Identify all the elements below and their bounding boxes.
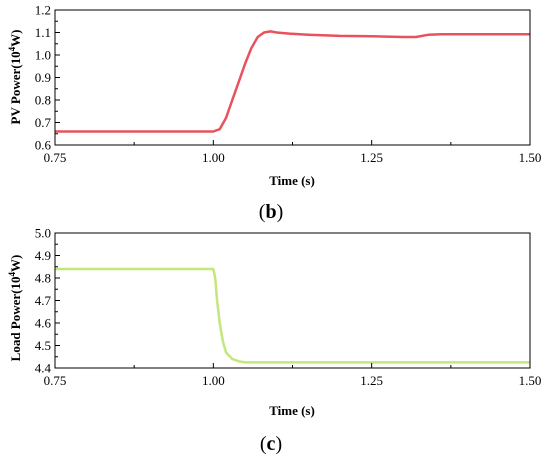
panel-c-x-tick-label: 1.00: [202, 373, 225, 388]
panel-c-x-tick-label: 1.25: [360, 373, 383, 388]
chart-panel-c: 0.75 1.00 1.25 1.50 4.4 4.5 4.6 4.7 4.8 4.9 5.0 T…: [7, 226, 541, 456]
panel-b-caption: (b): [259, 201, 283, 223]
panel-c-x-ticks: 0.75 1.00 1.25 1.50: [44, 363, 542, 388]
panel-b-y-tick-label: 0.7: [35, 115, 52, 130]
panel-b-x-tick-label: 1.50: [519, 150, 542, 165]
panel-c-y-tick-label: 4.5: [35, 338, 51, 353]
panel-c-y-axis-label: Load Power(104W): [7, 255, 23, 362]
panel-b-y-tick-label: 1.0: [35, 48, 51, 63]
panel-b-y-tick-label: 0.6: [35, 138, 52, 153]
panel-c-y-tick-label: 4.6: [35, 316, 52, 331]
panel-b-x-axis-label: Time (s): [269, 173, 315, 188]
panel-c-y-tick-label: 4.9: [35, 248, 51, 263]
panel-b-x-ticks: 0.75 1.00 1.25 1.50: [44, 140, 542, 165]
panel-b-y-tick-label: 0.8: [35, 93, 51, 108]
panel-b-plot-frame: [54, 9, 531, 146]
panel-b-x-tick-label: 0.75: [44, 150, 67, 165]
panel-b-x-tick-label: 1.00: [202, 150, 225, 165]
panel-c-series-line-0: [55, 267, 530, 364]
panel-c-x-axis-label: Time (s): [269, 403, 315, 418]
panel-b-series: [55, 30, 530, 133]
panel-b-y-axis-label: PV Power(104W): [7, 30, 23, 125]
panel-c-y-tick-label: 4.7: [35, 293, 52, 308]
panel-b-series-line-0: [55, 30, 530, 133]
chart-panel-b: 0.75 1.00 1.25 1.50 0.6 0.7 0.8 0.9 1.0 1.1 1.2 T…: [7, 3, 541, 224]
panel-c-x-tick-label: 1.50: [519, 373, 542, 388]
panel-c-caption: (c): [260, 433, 282, 455]
panel-c-y-tick-label: 4.4: [35, 361, 52, 376]
panel-c-plot-frame: [54, 232, 531, 369]
panel-c-x-tick-label: 0.75: [44, 373, 67, 388]
panel-c-y-ticks: 4.4 4.5 4.6 4.7 4.8 4.9 5.0: [35, 226, 60, 376]
panel-b-y-tick-label: 1.1: [35, 25, 51, 40]
panel-b-x-tick-label: 1.25: [360, 150, 383, 165]
panel-c-series: [55, 267, 530, 364]
panel-b-y-tick-label: 1.2: [35, 3, 51, 18]
panel-c-y-tick-label: 4.8: [35, 271, 51, 286]
panel-b-y-ticks: 0.6 0.7 0.8 0.9 1.0 1.1 1.2: [35, 3, 60, 153]
panel-c-y-tick-label: 5.0: [35, 226, 51, 241]
panel-b-y-tick-label: 0.9: [35, 70, 51, 85]
